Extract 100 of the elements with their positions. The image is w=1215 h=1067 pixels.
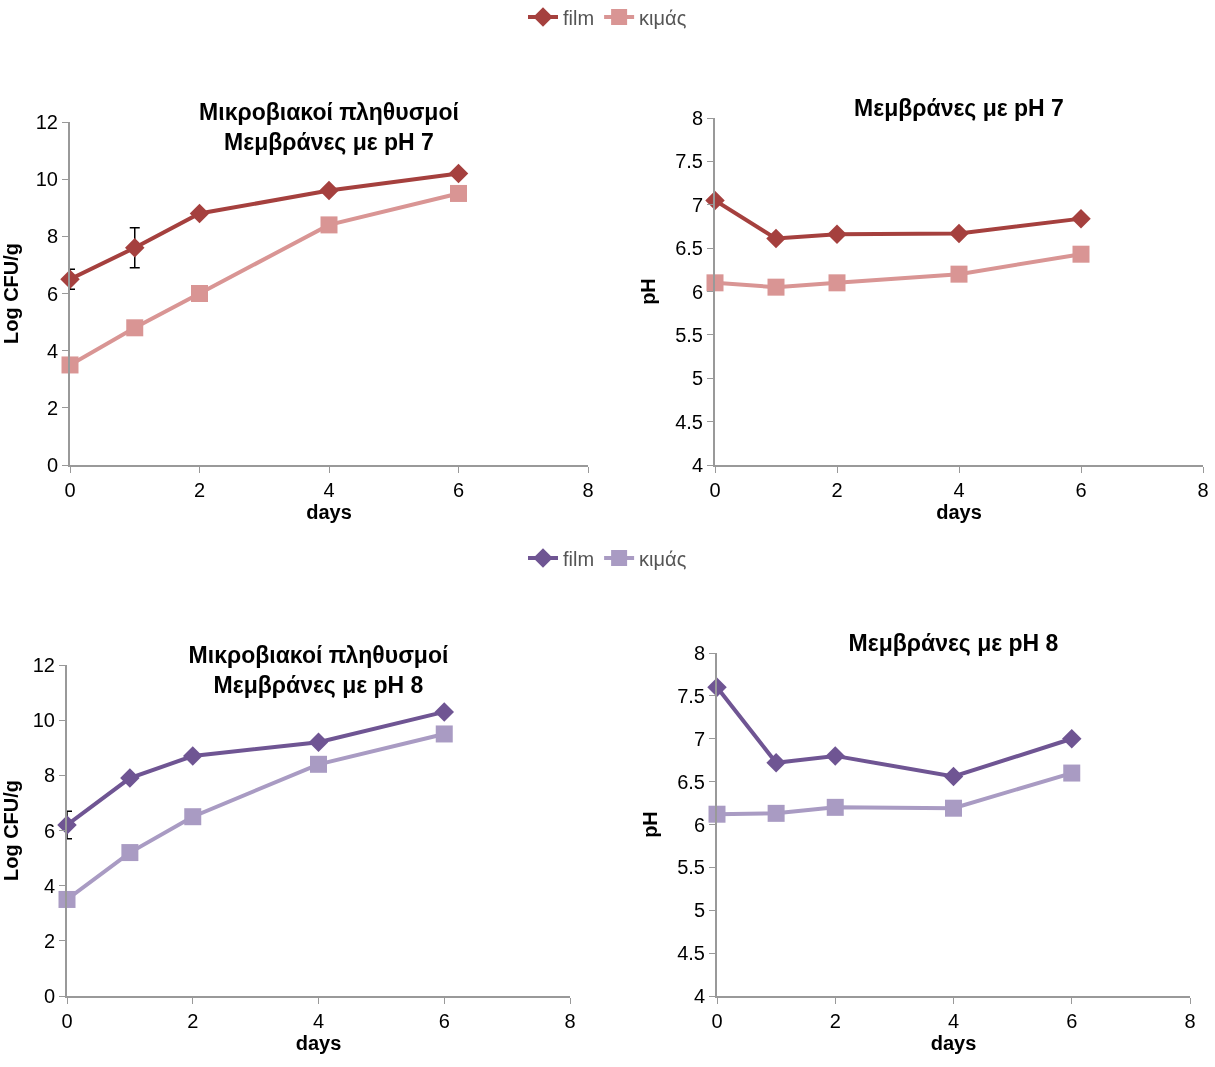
point [1072, 245, 1090, 263]
x-tick-label: 6 [1066, 1010, 1078, 1032]
x-tick-label: 4 [312, 1010, 325, 1032]
y-tick-label: 2 [46, 396, 58, 419]
y-tick-label: 4 [691, 454, 703, 476]
point [943, 766, 964, 787]
y-tick-label: 5.5 [675, 323, 703, 346]
point [950, 265, 968, 283]
point [126, 319, 144, 337]
y-tick-label: 6 [693, 813, 705, 836]
x-tick-label: 0 [64, 479, 76, 501]
point [767, 278, 785, 296]
y-tick-label: 8 [693, 642, 705, 664]
point [1062, 729, 1082, 749]
y-tick-label: 7.5 [677, 684, 705, 707]
point [320, 216, 338, 234]
point [949, 223, 969, 244]
x-axis-title: days [306, 501, 352, 523]
y-tick-label: 4 [43, 874, 55, 897]
point [189, 203, 210, 224]
y-axis-title: Log CFU/g [0, 779, 22, 882]
point [826, 798, 844, 816]
point [766, 228, 786, 249]
y-tick-label: 4.5 [677, 942, 705, 965]
x-axis-title: days [295, 1032, 342, 1054]
y-tick-label: 2 [43, 929, 55, 952]
x-tick-label: 4 [947, 1010, 960, 1032]
y-tick-label: 12 [35, 111, 58, 133]
y-tick-label: 5 [691, 367, 703, 390]
point [125, 238, 145, 258]
y-tick-label: 6 [691, 280, 703, 303]
y-tick-label: 6 [43, 819, 55, 842]
point [766, 753, 786, 773]
x-tick-label: 8 [1184, 1010, 1196, 1032]
point [121, 844, 139, 862]
point [707, 677, 727, 698]
x-tick-label: 0 [61, 1010, 73, 1032]
point [448, 163, 469, 184]
point [1063, 764, 1081, 782]
point [120, 768, 140, 788]
x-axis-title: days [936, 501, 982, 523]
y-axis-title: Log CFU/g [0, 242, 22, 345]
y-tick-label: 4.5 [675, 410, 703, 433]
y-tick-label: 6.5 [677, 770, 705, 793]
x-tick-label: 6 [438, 1010, 450, 1032]
y-tick-label: 6 [46, 282, 58, 305]
y-tick-label: 5 [693, 899, 705, 922]
point [828, 274, 846, 292]
x-tick-label: 2 [829, 1010, 841, 1032]
y-tick-label: 5.5 [677, 856, 705, 879]
y-tick-label: 8 [691, 107, 703, 129]
x-tick-label: 6 [1075, 479, 1087, 501]
legend-label: κιμάς [639, 6, 687, 29]
legend-label: film [563, 6, 595, 29]
x-tick-label: 8 [582, 479, 594, 501]
y-tick-label: 10 [32, 709, 55, 732]
x-tick-label: 2 [831, 479, 843, 501]
chart-title: Μεμβράνες με pH 7 [854, 95, 1064, 121]
point [308, 732, 329, 752]
x-tick-label: 0 [711, 1010, 723, 1032]
y-tick-label: 8 [46, 225, 58, 248]
point [706, 274, 724, 292]
y-tick-label: 6.5 [675, 237, 703, 260]
legend-label: κιμάς [639, 547, 687, 570]
x-tick-label: 2 [193, 479, 206, 501]
point [434, 702, 454, 722]
x-tick-label: 4 [953, 479, 965, 501]
x-tick-label: 6 [452, 479, 465, 501]
y-tick-label: 12 [32, 654, 55, 676]
y-tick-label: 0 [46, 454, 58, 476]
chart-title: Μικροβιακοί πληθυσμοί Μεμβράνες με pH 8 [188, 642, 449, 698]
point [191, 285, 208, 302]
y-axis-title: pH [639, 811, 662, 838]
y-tick-label: 7 [693, 727, 705, 750]
y-tick-label: 8 [43, 764, 55, 787]
legend-label: film [563, 547, 595, 570]
point [1071, 208, 1091, 229]
x-tick-label: 0 [709, 479, 721, 501]
y-tick-label: 0 [43, 985, 55, 1007]
y-tick-label: 10 [35, 168, 58, 191]
x-tick-label: 8 [564, 1010, 576, 1032]
point [184, 808, 202, 826]
point [827, 224, 847, 244]
y-tick-label: 4 [693, 985, 705, 1007]
x-tick-label: 2 [187, 1010, 199, 1032]
point [319, 180, 339, 201]
x-axis-title: days [930, 1032, 977, 1054]
y-tick-label: 7 [691, 193, 703, 216]
point [435, 725, 453, 743]
y-tick-label: 4 [46, 339, 58, 362]
point [310, 755, 327, 773]
point [183, 746, 203, 766]
x-tick-label: 4 [323, 479, 335, 501]
chart-title: Μικροβιακοί πληθυσμοί Μεμβράνες με pH 7 [199, 99, 459, 155]
chart-title: Μεμβράνες με pH 8 [848, 630, 1059, 656]
y-axis-title: pH [637, 278, 660, 305]
x-tick-label: 8 [1197, 479, 1209, 501]
y-tick-label: 7.5 [675, 150, 703, 173]
point [767, 804, 785, 822]
point [945, 799, 962, 817]
